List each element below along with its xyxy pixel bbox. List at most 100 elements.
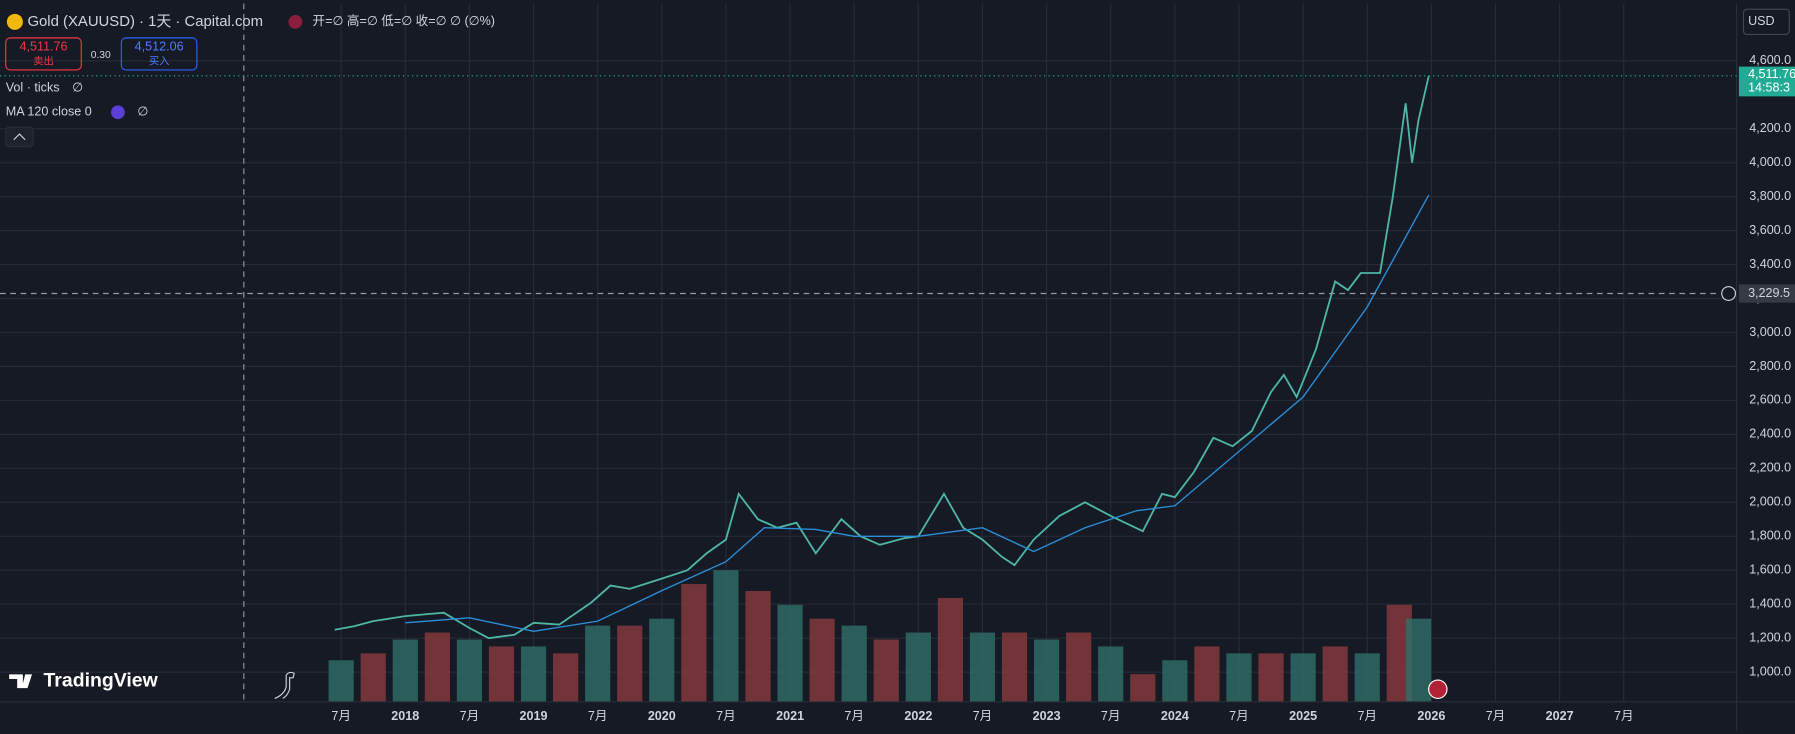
volume-bar	[488, 646, 515, 702]
y-tick-label: 4,000.0	[1749, 155, 1791, 169]
currency: USD	[1748, 14, 1775, 28]
ohlc: 开=∅ 高=∅ 低=∅ 收=∅ ∅ (∅%)	[313, 13, 495, 28]
x-tick-label: 7月	[844, 709, 864, 723]
volume-bar	[905, 632, 931, 702]
y-tick-label: 1,400.0	[1749, 597, 1791, 611]
currency-box[interactable]	[1742, 8, 1790, 36]
x-tick-label: 7月	[460, 709, 480, 723]
volume-bar	[1033, 639, 1060, 702]
series-line	[334, 75, 1430, 640]
x-tick-label: 7月	[1486, 709, 1506, 723]
y-tick-label: 3,600.0	[1749, 223, 1791, 237]
x-tick-label: 2020	[648, 709, 676, 723]
volume-bar	[1322, 646, 1348, 702]
volume-bar	[360, 653, 386, 702]
y-tick-label: 2,200.0	[1749, 461, 1791, 475]
y-tick-label: 1,200.0	[1749, 630, 1791, 644]
y-tick-label: 2,800.0	[1749, 359, 1791, 373]
volume-bar	[1290, 653, 1316, 702]
volume-bar	[937, 597, 963, 702]
collapse-button[interactable]	[5, 126, 34, 148]
last-price-box	[1738, 66, 1795, 97]
y-tick-label: 3,800.0	[1749, 189, 1791, 203]
x-tick-label: 2022	[904, 709, 932, 723]
volume-bar	[1405, 618, 1432, 702]
ma-icon	[111, 105, 125, 120]
y-tick-label: 2,600.0	[1749, 393, 1791, 407]
sell-button[interactable]	[5, 37, 82, 71]
x-tick-label: 7月	[1101, 709, 1121, 723]
volume-pane	[328, 570, 1432, 702]
volume-bar	[777, 604, 803, 702]
event-flag	[1428, 679, 1448, 699]
volume-bar	[1001, 632, 1028, 702]
x-tick-label: 7月	[1357, 709, 1377, 723]
y-tick-label: 1,000.0	[1749, 664, 1791, 678]
x-tick-label: 2023	[1033, 709, 1061, 723]
volume-bar	[585, 625, 611, 702]
volume-bar	[1226, 653, 1252, 702]
crosshair-label: 3,229.5	[1748, 286, 1790, 300]
x-tick-label: 2026	[1417, 709, 1445, 723]
buy-label: 买入	[149, 56, 170, 68]
volume-bar	[1066, 632, 1092, 702]
volume-bar	[617, 625, 643, 702]
countdown: 14:58:3	[1748, 81, 1790, 95]
y-tick-label: 1,600.0	[1749, 563, 1791, 577]
x-tick-label: 7月	[1229, 709, 1249, 723]
chart-title: Gold (XAUUSD) · 1天 · Capital.com	[27, 14, 263, 30]
x-tick-label: 7月	[973, 709, 993, 723]
x-tick-label: 7月	[716, 709, 736, 723]
sell-price: 4,511.76	[19, 39, 67, 53]
volume-bar	[681, 584, 707, 702]
collapse-icon	[13, 133, 26, 141]
brand-logo	[9, 674, 33, 689]
sell-label: 卖出	[33, 55, 54, 68]
volume-bar	[1130, 674, 1156, 702]
y-tick-label: 2,000.0	[1749, 495, 1791, 509]
y-tick-label: 1,800.0	[1749, 529, 1791, 543]
volume-bar	[1194, 646, 1220, 702]
volume-bar	[1354, 653, 1380, 702]
legend-ma: MA 120 close 0	[6, 105, 92, 119]
volume-bar	[456, 639, 483, 702]
volume-bar	[392, 639, 418, 702]
exchange-icon	[288, 14, 303, 29]
volume-bar	[969, 632, 996, 702]
x-tick-label: 2019	[520, 709, 548, 723]
volume-bar	[713, 570, 739, 702]
add-alert-button[interactable]	[1721, 286, 1737, 301]
axes: 7月 2018 7月 2019 7月 2020 7月 2021 7月 2022 7月 2023 7月 20…	[331, 53, 1791, 723]
y-tick-label: 2,400.0	[1749, 427, 1791, 441]
legend-volume: Vol · ticks	[6, 81, 60, 95]
last-price-label: 4,511.76	[1748, 67, 1795, 81]
volume-bar	[745, 590, 771, 702]
volume-bar	[1258, 653, 1284, 702]
x-tick-label: 2021	[776, 709, 804, 723]
x-tick-label: 2024	[1161, 709, 1189, 723]
crosshair-box	[1738, 284, 1795, 303]
spread: 0.30	[91, 50, 111, 61]
x-tick-label: 7月	[588, 709, 608, 723]
dino-icon	[274, 671, 295, 699]
volume-bar	[1098, 646, 1124, 702]
volume-bar	[553, 653, 579, 702]
x-tick-label: 2025	[1289, 709, 1317, 723]
legend-volume-value: ∅	[72, 81, 83, 95]
legend-ma-value: ∅	[137, 105, 148, 119]
x-tick-label: 2027	[1546, 709, 1574, 723]
symbol-icon	[6, 13, 23, 30]
plot	[334, 75, 1430, 640]
buy-button[interactable]	[120, 37, 198, 71]
x-tick-label: 7月	[1614, 709, 1634, 723]
y-tick-label: 3,000.0	[1749, 325, 1791, 339]
grid	[0, 3, 1737, 702]
volume-bar	[1162, 660, 1188, 702]
volume-bar	[649, 618, 675, 702]
y-tick-label: 3,400.0	[1749, 257, 1791, 271]
x-tick-label: 7月	[331, 709, 351, 723]
y-tick-label: 4,200.0	[1749, 121, 1791, 135]
volume-bar	[873, 639, 899, 702]
brand: TradingView	[44, 669, 159, 691]
